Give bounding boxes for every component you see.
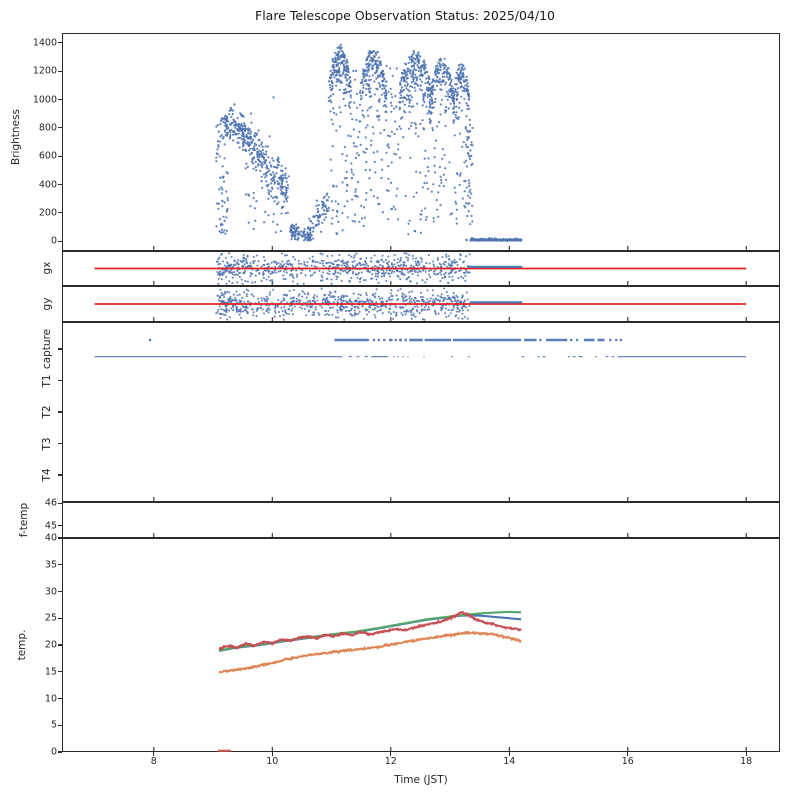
y-tick-label: 15 [44,666,57,678]
gy-guide-plot [94,287,747,321]
y-tick-mark [58,411,62,413]
y-tick-label: 0 [50,746,57,758]
y-tick-mark [58,240,62,242]
y-tick-label: 10 [44,692,57,704]
y-tick-mark [58,379,62,382]
y-tick-mark [58,348,62,350]
capture-row-label: T2 [41,405,53,419]
y-tick-mark [58,502,62,504]
gx-axis-label: gx [41,261,53,275]
capture-event-plot [94,338,747,501]
x-tick-mark [627,752,629,756]
y-tick-label: 25 [44,612,57,624]
y-tick-label: 45 [44,519,57,531]
y-tick-mark [58,155,62,157]
temp-lines-plot [153,610,747,752]
y-tick-label: 1200 [32,65,57,77]
gx-panel-frame [62,251,780,286]
y-tick-mark [58,212,62,214]
temp-panel-frame [62,538,780,752]
x-tick-label: 18 [740,756,753,767]
y-tick-mark [58,671,62,673]
x-tick-mark [271,752,273,756]
x-tick-mark [153,752,155,756]
y-tick-mark [58,525,62,527]
x-tick-label: 16 [621,756,634,767]
y-tick-label: 20 [44,639,57,651]
y-tick-mark [58,70,62,72]
brightness-scatter-plot [153,43,747,250]
capture-row-label: T4 [41,468,53,482]
y-tick-mark [58,442,62,445]
capture-row-label: capture [41,328,53,370]
y-tick-mark [58,590,62,593]
chart-title: Flare Telescope Observation Status: 2025… [255,8,555,23]
y-tick-label: 35 [44,559,57,571]
x-tick-label: 10 [266,756,279,767]
y-tick-mark [58,724,62,726]
y-tick-mark [58,644,62,646]
x-tick-label: 12 [384,756,397,767]
capture-row-label: T3 [41,436,53,451]
y-tick-label: 1400 [32,37,57,49]
ftemp-plot [153,533,747,537]
y-tick-label: 400 [38,178,57,190]
y-tick-mark [58,537,62,539]
y-tick-label: 600 [38,150,57,162]
x-tick-label: 8 [150,756,157,767]
y-tick-mark [58,617,62,619]
y-tick-label: 1000 [32,93,57,105]
brightness-panel-frame [62,33,780,251]
y-tick-mark [58,183,62,186]
y-tick-mark [58,474,62,476]
ftemp-panel-frame [62,502,780,538]
x-tick-label: 14 [503,756,516,767]
y-tick-label: 40 [44,532,57,544]
y-tick-label: 800 [38,122,57,134]
gy-panel-frame [62,286,780,322]
y-tick-mark [58,127,62,129]
y-tick-mark [58,564,62,566]
y-tick-mark [58,751,62,753]
y-tick-label: 0 [50,235,57,247]
gy-axis-label: gy [41,297,53,311]
y-tick-label: 200 [38,207,57,219]
y-tick-label: 5 [50,719,57,731]
capture-row-label: T1 [41,373,53,388]
gx-guide-plot [94,252,747,285]
y-tick-label: 30 [44,585,57,597]
x-tick-mark [508,752,510,756]
x-axis-label: Time (JST) [394,774,448,786]
x-tick-mark [390,752,392,756]
y-tick-mark [58,98,62,101]
y-tick-label: 46 [44,497,57,509]
capture-panel-frame [62,322,780,502]
y-tick-mark [58,697,62,700]
y-tick-mark [58,42,62,44]
x-tick-mark [745,752,747,756]
